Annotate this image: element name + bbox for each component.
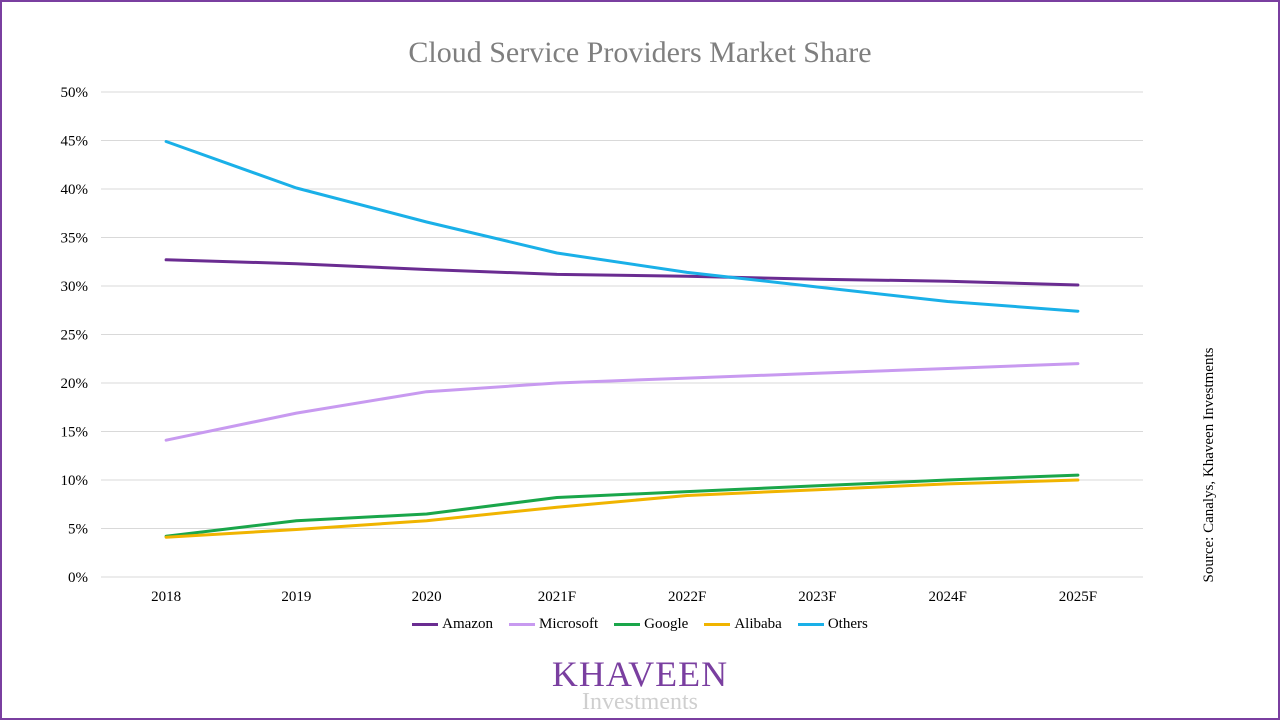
legend-label: Amazon [442, 616, 493, 632]
logo-main-text: KHAVEEN [551, 654, 729, 694]
chart-title: Cloud Service Providers Market Share [408, 36, 872, 69]
y-tick-label: 10% [61, 473, 89, 489]
legend-label: Alibaba [734, 616, 782, 632]
series-line-amazon [164, 258, 1080, 287]
source-note: Source: Canalys, Khaveen Investments [1201, 347, 1217, 583]
x-tick-label: 2021F [538, 589, 576, 605]
legend-swatch [509, 623, 535, 626]
legend-swatch [412, 623, 439, 626]
y-tick-label: 50% [61, 85, 89, 101]
x-tick-label: 2023F [798, 589, 836, 605]
series-line-google [164, 473, 1080, 538]
legend-item-microsoft: Microsoft [509, 616, 598, 633]
legend-item-others: Others [797, 616, 868, 633]
y-tick-label: 30% [61, 279, 89, 295]
legend-label: Others [827, 616, 868, 632]
y-tick-label: 40% [61, 182, 89, 198]
x-tick-label: 2024F [928, 589, 966, 605]
y-tick-label: 20% [61, 376, 89, 392]
legend-swatch [614, 623, 641, 626]
y-tick-label: 0% [68, 570, 88, 586]
chart-legend: Amazon Microsoft Google Alibaba Others [0, 616, 1280, 633]
y-tick-label: 25% [61, 328, 89, 344]
legend-item-amazon: Amazon [412, 616, 493, 633]
series-line-microsoft [164, 362, 1080, 442]
x-tick-label: 2018 [151, 589, 181, 605]
logo-sub-text: Investments [582, 689, 698, 715]
x-tick-label: 2019 [281, 589, 311, 605]
y-tick-label: 5% [68, 522, 88, 538]
series-line-others [164, 140, 1080, 313]
legend-label: Google [644, 616, 689, 632]
legend-label: Microsoft [539, 616, 599, 632]
khaveen-logo: KHAVEEN Investments [0, 654, 1280, 714]
y-tick-label: 35% [61, 231, 89, 247]
x-tick-label: 2022F [668, 589, 706, 605]
legend-swatch [704, 623, 731, 626]
legend-item-google: Google [614, 616, 688, 633]
x-tick-label: 2025F [1059, 589, 1097, 605]
legend-item-alibaba: Alibaba [704, 616, 782, 633]
y-tick-label: 15% [61, 425, 89, 441]
legend-swatch [797, 623, 824, 626]
y-tick-label: 45% [61, 134, 89, 150]
x-tick-label: 2020 [412, 589, 442, 605]
series-line-alibaba [164, 478, 1080, 539]
